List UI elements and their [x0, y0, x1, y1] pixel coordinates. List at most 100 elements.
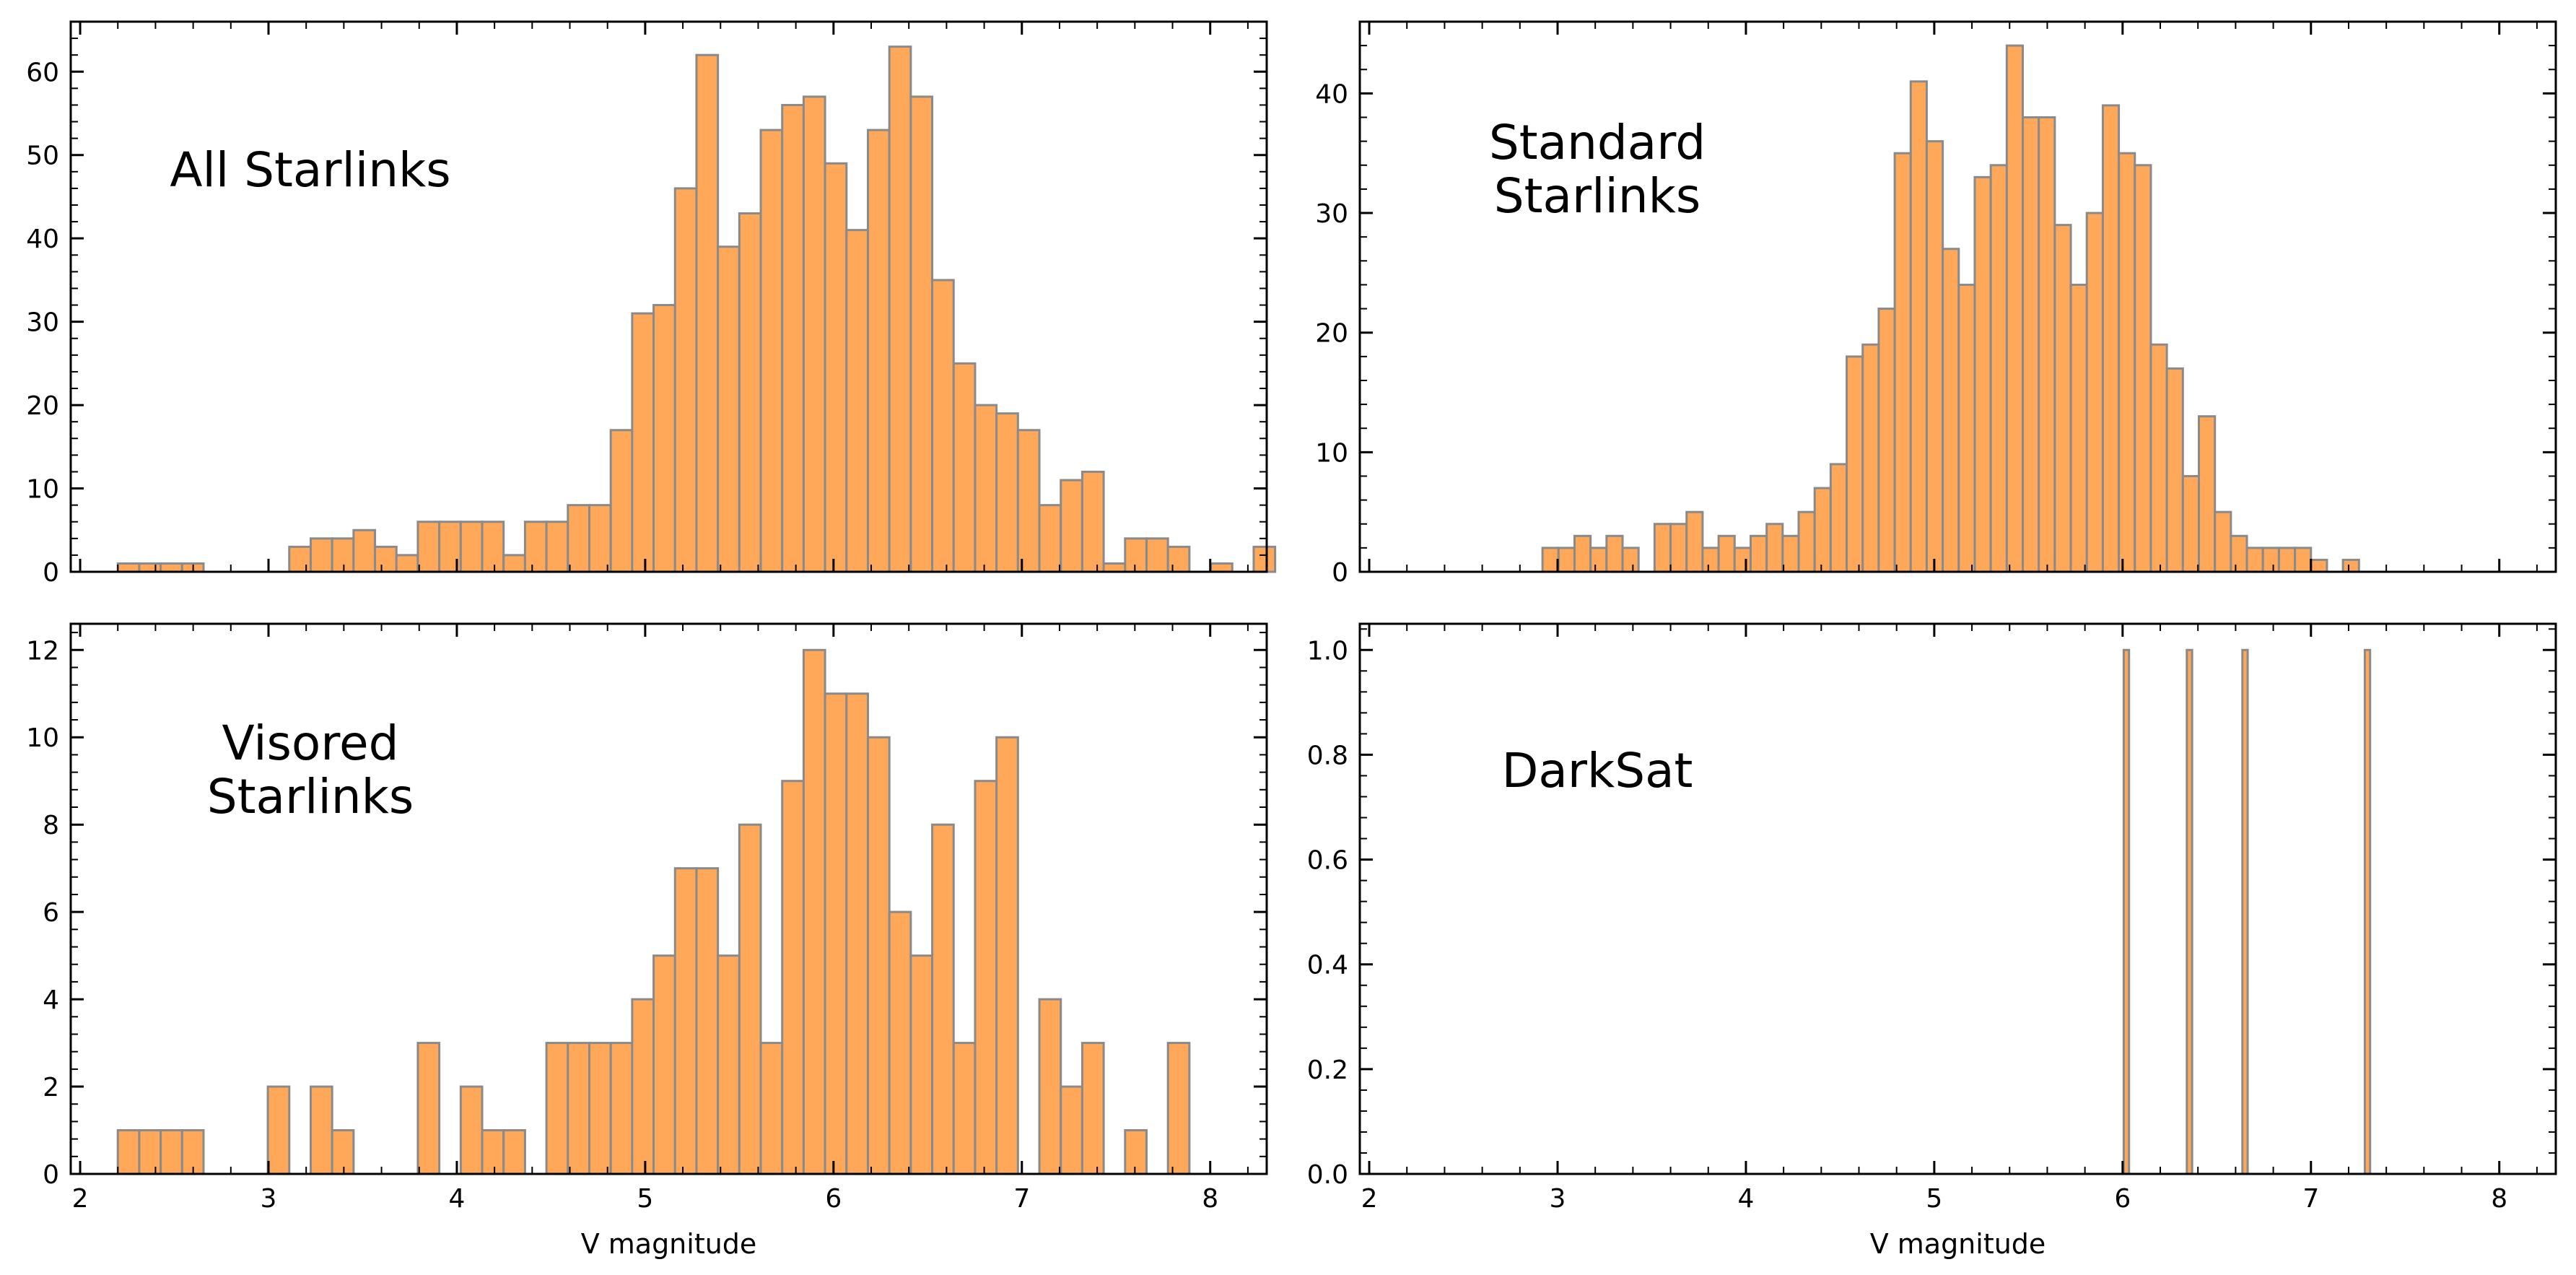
histogram-bar: [1957, 283, 1976, 573]
histogram-bar: [2181, 474, 2201, 573]
histogram-bar: [1701, 547, 1720, 573]
x-tick-label: 6: [2114, 1184, 2131, 1214]
x-tick-label: 7: [2302, 1184, 2319, 1214]
histogram-bar: [759, 1042, 784, 1175]
histogram-bar: [331, 1129, 355, 1175]
bars: [2122, 648, 2372, 1175]
histogram-bar: [2118, 152, 2136, 573]
histogram-bar: [717, 245, 741, 573]
y-tick-label: 0.2: [1307, 1056, 1348, 1085]
axes-frame: [1358, 622, 2557, 1175]
histogram-bar: [1060, 1085, 1083, 1175]
y-tick-label: 20: [1315, 319, 1348, 349]
histogram-bar: [1813, 487, 1832, 573]
histogram-bar: [652, 954, 676, 1175]
x-tick-label: 2: [1361, 1184, 1378, 1214]
histogram-bar: [2165, 367, 2184, 573]
histogram-bar: [673, 187, 698, 573]
histogram-bar: [588, 504, 612, 573]
histogram-bar: [695, 53, 720, 573]
histogram-bar: [1685, 510, 1704, 573]
y-tick-label: 2: [43, 1073, 59, 1102]
y-tick-label: 30: [1315, 199, 1348, 229]
y-tick-label: 1.0: [1307, 636, 1348, 666]
histogram-bar: [738, 823, 762, 1175]
histogram-bar: [459, 1085, 484, 1175]
histogram-bar: [2310, 558, 2328, 573]
x-axis-title: V magnitude: [1870, 1228, 2046, 1260]
y-tick-label: 10: [26, 723, 59, 753]
histogram-bar: [1557, 547, 1576, 573]
y-tick-label: 40: [26, 225, 59, 254]
histogram-bar: [738, 212, 762, 573]
histogram-bar: [1573, 534, 1592, 573]
panel-annotation: DarkSat: [1502, 743, 1693, 798]
ticks: 0 10 20 30 40 50 60: [26, 21, 1267, 588]
histogram-bar: [1989, 164, 2008, 573]
ticks: 0 10 20 30 40: [1315, 21, 2556, 588]
histogram-bar: [1829, 463, 1848, 573]
histogram-bar: [2005, 44, 2025, 573]
histogram-bar: [1942, 248, 1960, 573]
histogram-bar: [1145, 537, 1169, 573]
bars: [116, 648, 1191, 1175]
histogram-bar: [502, 1129, 526, 1175]
histogram-bar: [1621, 547, 1640, 573]
histogram-bar: [781, 780, 805, 1175]
x-tick-label: 6: [825, 1184, 842, 1214]
histogram-bar: [1016, 429, 1041, 573]
histogram-bar: [2053, 224, 2072, 573]
histogram-bar: [588, 1042, 612, 1175]
histogram-bar: [1669, 523, 1688, 573]
histogram-bar: [288, 545, 312, 573]
y-tick-label: 0.4: [1307, 951, 1348, 980]
histogram-bar: [631, 998, 655, 1175]
histogram-bar: [2241, 648, 2249, 1175]
histogram-bar: [2149, 343, 2168, 573]
y-tick-label: 30: [26, 308, 59, 338]
histogram-bar: [824, 162, 848, 573]
x-tick-label: 4: [448, 1184, 465, 1214]
histogram-bar: [974, 780, 998, 1175]
histogram-bar: [2198, 415, 2217, 573]
histogram-bar: [2101, 104, 2121, 573]
histogram-bar: [2085, 212, 2104, 573]
histogram-bar: [545, 1042, 569, 1175]
histogram-bar: [116, 1129, 141, 1175]
histogram-bar: [2363, 648, 2372, 1175]
panel-annotation: Visored Starlinks: [207, 715, 414, 824]
histogram-bar: [952, 1042, 977, 1175]
histogram-bar: [1210, 562, 1234, 573]
histogram-bar: [266, 1085, 291, 1175]
histogram-bar: [1080, 1042, 1105, 1175]
histogram-bar: [1605, 534, 1624, 573]
histogram-bar: [309, 537, 333, 573]
panel-annotation: All Starlinks: [170, 142, 450, 198]
histogram-bar: [717, 954, 741, 1175]
histogram-bar: [1124, 1129, 1148, 1175]
histogram-bar: [1060, 479, 1083, 573]
panel-2: 0 10 20 30 40 Standard Starlinks: [1315, 20, 2557, 588]
histogram-bar: [673, 867, 698, 1175]
histogram-bar: [481, 521, 505, 573]
histogram-bar: [802, 95, 826, 573]
x-tick-label: 7: [1013, 1184, 1030, 1214]
histogram-bar: [1797, 510, 1816, 573]
histogram-bar: [2245, 547, 2264, 573]
panel-1: 0 10 20 30 40 50 60 All Starlinks: [26, 20, 1277, 588]
histogram-bar: [459, 521, 484, 573]
histogram-bar: [1102, 562, 1127, 573]
histogram-bar: [2230, 534, 2248, 573]
histogram-bar: [931, 823, 955, 1175]
histogram-bar: [395, 554, 419, 573]
histogram-bar: [1893, 152, 1912, 573]
y-tick-label: 10: [1315, 438, 1348, 468]
histogram-bar: [1166, 545, 1191, 573]
histogram-bar: [160, 562, 183, 573]
y-tick-label: 60: [26, 58, 59, 87]
y-tick-label: 50: [26, 142, 59, 171]
histogram-bar: [609, 1042, 634, 1175]
x-tick-label: 5: [637, 1184, 653, 1214]
